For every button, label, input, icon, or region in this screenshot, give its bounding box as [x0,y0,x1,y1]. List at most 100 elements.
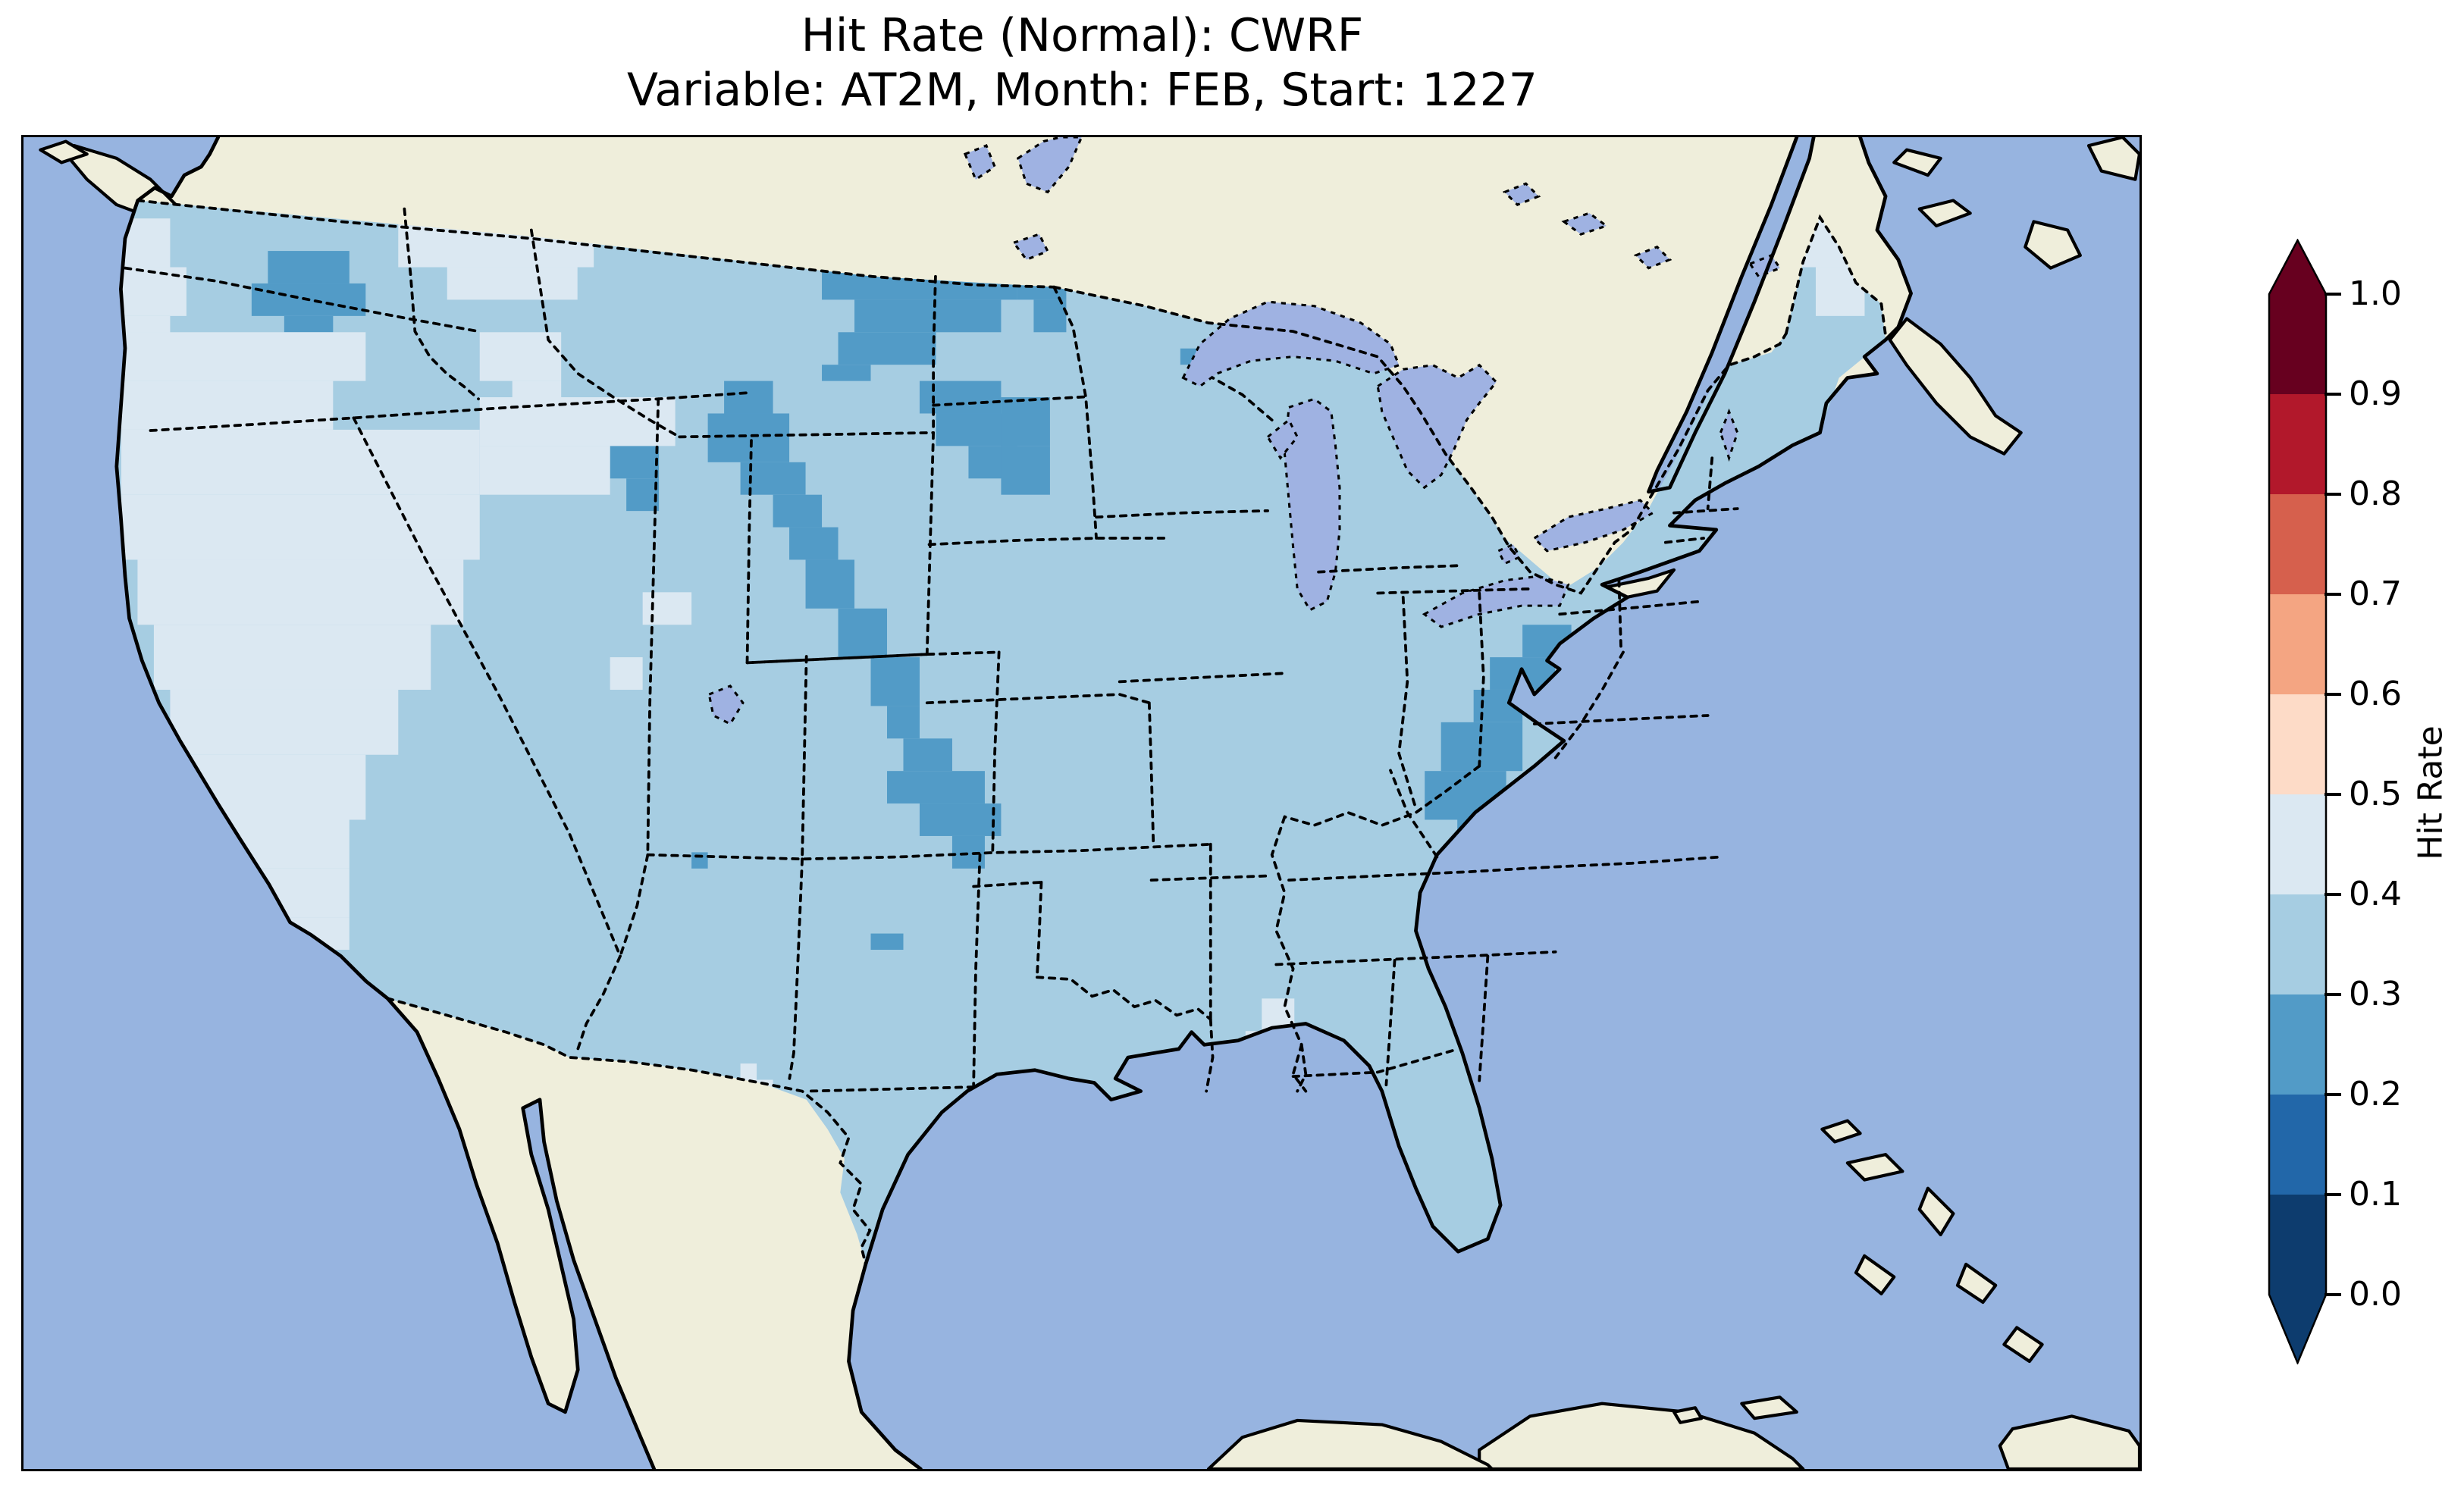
bahama-1 [1845,1153,1904,1182]
mesh-patch-se-montana-ne-wyoming [707,413,790,462]
border-pa-md [1532,714,1710,725]
yucatan [1206,1418,1494,1469]
state-and-national-borders [124,199,1887,1266]
mesh-patch-south-dakota [919,381,1002,414]
border-wi-il [1317,564,1460,574]
mesh-patch-washington-cascades [268,251,350,283]
mesh-patch-wyoming-nebraska-bridge [805,559,855,609]
mesh-patch-yellowstone-sw-montana [610,446,660,479]
border-wa-or [124,266,480,334]
colorbar-tick-label: 0.5 [2349,775,2402,813]
border-il-in [1397,596,1418,810]
coast-st-lawrence [1647,137,1816,494]
mesh-patch-se-montana-ne-wyoming [773,494,823,528]
mesh-patch-colorado-kansas [951,835,985,869]
border-co-north [745,650,1001,665]
mesh-patch-utah-spots [642,592,692,625]
border-wi-mi [1211,376,1274,421]
map-panel [21,135,2142,1471]
border-in-oh [1478,591,1485,768]
anticosti-island [1892,148,1942,177]
border-az-nm [788,857,804,1080]
mesh-patch-north-nevada [479,397,676,446]
coast-atlantic-gulf [847,137,1913,1469]
mesh-patch-california-west-nevada [153,625,431,690]
cape-breton-island [2024,220,2082,270]
colorbar-tick-line [2324,293,2341,296]
cuba [1478,1402,1805,1469]
mesh-patch-washington-cascades [284,315,334,333]
page-subtitle: Variable: AT2M, Month: FEB, Start: 1227 [627,64,1538,117]
mesh-patch-se-montana-ne-wyoming [724,381,773,414]
border-tx-32n [804,1085,976,1093]
colorbar-tick-label: 0.7 [2349,575,2402,613]
border-ia-mn [1095,509,1269,519]
border-ia-mo [1118,672,1287,684]
border-fl-ga [1291,1048,1460,1078]
mesh-patch-north-nevada [479,446,610,495]
border-ma-north [1672,507,1739,515]
border-nd-sd [932,395,1087,407]
bahama-4 [1955,1262,1998,1305]
border-mo-ar [1149,874,1269,882]
border-tx-panhandle-n [972,881,1043,888]
map-svg [24,137,2140,1469]
border-canada-lakes [1052,285,1788,595]
border-ne-ks [925,693,1151,705]
colorbar-segment-0.8-0.9 [2269,394,2326,494]
mesh-patch-colorado-kansas [919,803,1002,836]
colorbar-tick-line [2324,993,2341,996]
colorbar-segment-0.4-0.5 [2269,794,2326,894]
border-co-west [801,655,808,861]
mesh-patch-east-south-dakota [1001,446,1050,495]
colorbar-segment-0.9-1.0 [2269,294,2326,394]
colorbar [2268,239,2328,1364]
border-wv-va [1553,650,1625,760]
colorbar-arrow-under [2269,1295,2326,1363]
mesh-patch-colorado-kansas [887,771,985,804]
colorbar-tick-line [2324,1193,2341,1196]
mesh-patch-east-south-dakota [1001,397,1050,446]
colorbar-tick-label: 0.2 [2349,1075,2402,1113]
border-ct-ny [1663,537,1705,544]
bahama-3 [1854,1254,1896,1295]
border-ky-tn [1287,866,1544,882]
border-pa-ny [1558,600,1701,616]
border-ca-nv [352,416,622,958]
colorbar-tick-label: 0.6 [2349,675,2402,713]
colorbar-tick-label: 1.0 [2349,274,2402,313]
mesh-patch-north-idaho-montana-band [447,267,578,300]
border-id-west [403,207,480,401]
colorbar-segment-0.7-0.8 [2269,494,2326,594]
colorbar-tick-label: 0.4 [2349,875,2402,913]
mesh-patch-california-west-nevada [137,559,464,625]
mesh-patch-colorado-kansas [903,738,952,772]
border-ca-az [576,954,622,1051]
colorbar-segment-0.5-0.6 [2269,694,2326,794]
border-al-ga [1478,954,1490,1082]
border-mi-south [1376,587,1532,595]
colorbar-tick-line [2324,1093,2341,1096]
colorbar-tick-line [2324,493,2341,496]
islands [39,137,2140,1469]
newfoundland-corner [2086,137,2140,181]
mesh-patch-central-texas-cell [870,933,904,951]
colorbar-segment-0.0-0.1 [2269,1195,2326,1295]
border-red-river [1036,976,1212,1021]
border-va-nc [1541,855,1723,869]
mesh-patch-north-dakota [854,299,1002,333]
border-co-east [991,650,1001,854]
page-title: Hit Rate (Normal): CWRF [801,9,1364,62]
border-42n [149,391,753,432]
mesh-patch-wyoming-nebraska-bridge [870,657,920,706]
mesh-patch-east-oregon-spot [414,462,447,495]
colorbar-tick-line [2324,893,2341,896]
prince-edward-island [1917,199,1972,228]
colorbar-segment-0.2-0.3 [2269,994,2326,1095]
mesh-patch-north-dakota [838,332,936,365]
colorbar-tick-line [2324,693,2341,696]
border-la-ms [1296,1043,1308,1093]
coastlines [114,137,1913,1469]
bahama-2 [1917,1186,1955,1237]
